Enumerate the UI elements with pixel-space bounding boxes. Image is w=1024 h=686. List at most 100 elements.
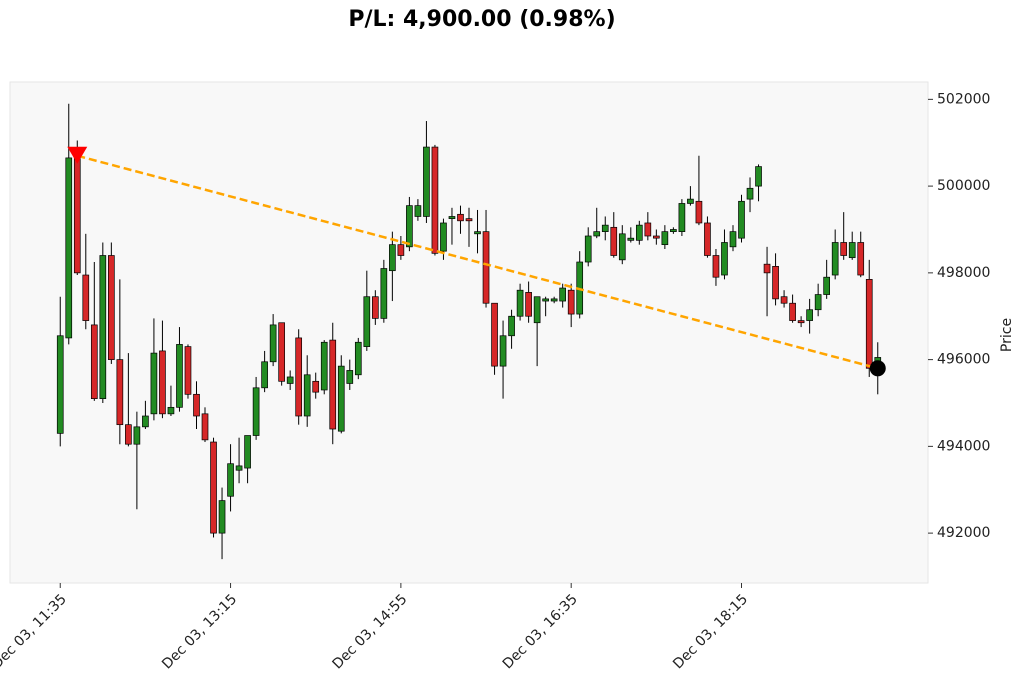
candle-body bbox=[108, 255, 115, 360]
candle-body bbox=[448, 216, 456, 219]
candle-body bbox=[780, 296, 788, 304]
candle-body bbox=[653, 235, 660, 239]
candle-body bbox=[601, 224, 609, 232]
candle-body bbox=[772, 266, 779, 300]
candle-body bbox=[269, 324, 277, 363]
y-tick-label: 498000 bbox=[937, 265, 990, 281]
candle-body bbox=[712, 255, 720, 278]
candle-body bbox=[763, 263, 771, 274]
candle-body bbox=[363, 296, 371, 347]
candle-body bbox=[116, 359, 124, 426]
candle-body bbox=[729, 231, 737, 248]
candle-body bbox=[320, 341, 328, 391]
candle-body bbox=[150, 352, 158, 415]
candle-body bbox=[142, 415, 149, 428]
candle-body bbox=[814, 294, 822, 311]
candle-body bbox=[491, 302, 498, 367]
candle-body bbox=[474, 231, 481, 235]
candle-body bbox=[789, 302, 796, 321]
candle-body bbox=[82, 274, 90, 321]
candle-body bbox=[440, 222, 447, 252]
candle-body bbox=[542, 298, 549, 302]
candle-body bbox=[533, 296, 541, 324]
candle-body bbox=[670, 229, 677, 232]
candle-body bbox=[465, 218, 473, 222]
candle-body bbox=[797, 320, 805, 324]
x-tick-label: Dec 03, 16:35 bbox=[500, 591, 581, 672]
candle-body bbox=[806, 309, 813, 321]
candle-body bbox=[848, 242, 856, 259]
chart-title: P/L: 4,900.00 (0.98%) bbox=[348, 7, 615, 32]
y-tick-label: 502000 bbox=[937, 91, 990, 107]
candle-body bbox=[303, 374, 311, 417]
candle-body bbox=[644, 222, 652, 237]
candle-body bbox=[593, 231, 601, 237]
candle-body bbox=[184, 346, 192, 395]
trade-line bbox=[76, 154, 879, 370]
candle-body bbox=[337, 365, 345, 432]
x-tick-label: Dec 03, 14:55 bbox=[329, 591, 410, 672]
y-axis-label: Price bbox=[999, 318, 1015, 352]
candle-body bbox=[346, 370, 354, 384]
candle-body bbox=[295, 337, 303, 417]
candle-body bbox=[525, 292, 532, 317]
candle-body bbox=[133, 426, 141, 445]
candle-body bbox=[755, 166, 762, 187]
candle-body bbox=[865, 279, 873, 369]
candle-body bbox=[389, 244, 396, 272]
candle-body bbox=[840, 242, 848, 256]
y-tick-label: 496000 bbox=[937, 352, 990, 368]
candle-body bbox=[159, 350, 166, 415]
candle-body bbox=[235, 465, 243, 471]
candle-body bbox=[286, 376, 294, 384]
candle-body bbox=[414, 205, 422, 217]
candle-body bbox=[559, 287, 567, 302]
candle-body bbox=[618, 233, 626, 261]
candle-body bbox=[687, 198, 694, 204]
candle-body bbox=[678, 203, 686, 232]
candle-body bbox=[261, 361, 268, 389]
candle-body bbox=[482, 231, 490, 304]
candle-body bbox=[176, 344, 183, 408]
candle-body bbox=[397, 244, 405, 256]
candle-body bbox=[423, 146, 430, 217]
y-tick-label: 494000 bbox=[937, 438, 990, 454]
candle-body bbox=[371, 296, 379, 319]
candle-body bbox=[73, 157, 81, 274]
candle-body bbox=[661, 231, 669, 246]
candle-body bbox=[746, 187, 754, 200]
candle-body bbox=[99, 255, 107, 399]
x-tick-label: Dec 03, 11:35 bbox=[0, 591, 70, 672]
candle-body bbox=[252, 387, 260, 436]
exit-marker bbox=[869, 360, 886, 377]
plot-area bbox=[9, 81, 929, 584]
candle-body bbox=[125, 424, 132, 445]
candle-body bbox=[244, 435, 251, 469]
candle-body bbox=[227, 463, 234, 497]
candle-body bbox=[516, 289, 524, 317]
candle-body bbox=[823, 276, 830, 295]
candle-body bbox=[56, 335, 64, 434]
y-tick-label: 500000 bbox=[937, 178, 990, 194]
entry-marker bbox=[67, 146, 88, 164]
candle-body bbox=[278, 322, 285, 382]
candle-body bbox=[738, 200, 745, 239]
candle-body bbox=[329, 339, 337, 430]
candle-body bbox=[431, 146, 439, 254]
candle-body bbox=[857, 242, 865, 276]
candle-body bbox=[584, 235, 592, 263]
candle-body bbox=[380, 268, 388, 319]
candle-body bbox=[354, 341, 362, 376]
candle-body bbox=[508, 315, 515, 337]
candle-body bbox=[167, 406, 175, 415]
candle-body bbox=[201, 413, 209, 441]
candle-body bbox=[550, 298, 558, 302]
candle-body bbox=[695, 200, 703, 224]
candle-body bbox=[457, 213, 464, 222]
candle-body bbox=[499, 335, 507, 367]
candle-body bbox=[65, 157, 73, 339]
candle-body bbox=[610, 226, 618, 256]
candle-body bbox=[218, 500, 226, 534]
candle-body bbox=[193, 393, 200, 417]
